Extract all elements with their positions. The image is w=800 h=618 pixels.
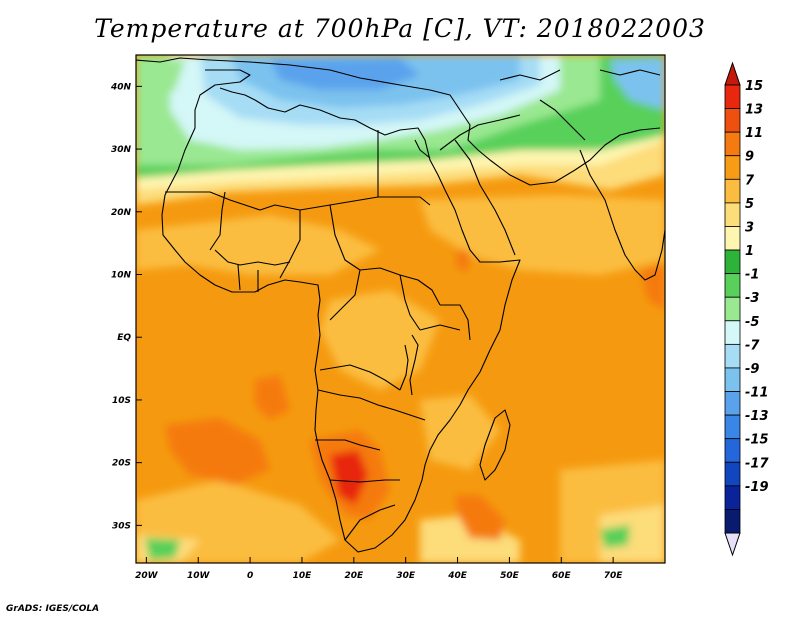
colorbar-swatch [724,226,741,251]
colorbar-label: 11 [745,126,763,141]
lon-tick-label: 70E [604,571,624,581]
colorbar-swatch [724,320,741,345]
colorbar-swatch [724,249,741,275]
colorbar-swatch [724,178,741,204]
colorbar-label: -3 [745,291,759,306]
colorbar-swatch [724,485,741,510]
lon-tick-label: 10E [293,571,313,581]
colorbar-label: 13 [745,103,763,118]
lat-tick-label: 20S [112,459,131,469]
lon-tick-label: 60E [552,571,572,581]
lon-tick-label: 50E [500,571,520,581]
temperature-field [136,55,665,563]
colorbar-swatch [724,461,741,487]
colorbar-label: 9 [745,150,754,165]
lon-tick-label: 20W [135,571,159,581]
lat-tick-label: 40N [110,82,132,92]
lat-tick-label: 10N [111,271,132,281]
colorbar-bottom-arrow [724,532,741,557]
lon-tick-label: 10W [187,571,211,581]
lon-tick-label: 40E [447,571,468,581]
colorbar-label: 7 [745,173,755,188]
colorbar-swatch [724,155,741,180]
colorbar-swatch [724,273,741,298]
colorbar-swatch [724,108,741,133]
colorbar-label: -7 [745,338,760,353]
colorbar-label: 5 [745,197,754,212]
colorbar-label: -1 [745,268,759,283]
lon-tick-label: 30E [396,571,416,581]
colorbar-swatch [724,367,741,392]
colorbar-top-arrow [724,61,741,86]
colorbar-swatch [724,343,741,369]
colorbar: 15 13 11 9 7 5 3 1 -1 -3 -5 -7 -9 -11 -13 -15 -17 -19 [724,61,769,557]
axis-ticks: 20W 10W 0 10E 20E 30E 40E 50E 60E 70E 40N 30N 20N 10N… [110,82,623,581]
lat-tick-label: 10S [112,396,131,406]
grads-credit: GrADS: IGES/COLA [6,604,100,614]
colorbar-label: -15 [745,433,769,448]
colorbar-swatch [724,438,741,463]
colorbar-label: 15 [745,79,763,94]
lat-tick-label: EQ [117,333,131,343]
colorbar-label: 3 [745,220,754,235]
colorbar-swatch [724,131,741,157]
colorbar-swatch [724,296,741,322]
colorbar-label: -11 [745,386,769,401]
colorbar-label: -19 [745,480,769,495]
colorbar-label: 1 [745,244,754,259]
colorbar-swatch [724,202,741,227]
lon-tick-label: 0 [247,571,253,581]
colorbar-label: -17 [745,456,769,471]
colorbar-swatch [724,414,741,440]
colorbar-swatch [724,391,741,416]
lat-tick-label: 30N [111,145,132,155]
colorbar-swatch [724,509,741,534]
coastlines [136,57,665,553]
colorbar-label: -13 [745,409,769,424]
map-frame [135,54,666,564]
lat-tick-label: 30S [112,521,131,531]
colorbar-label: -5 [745,315,759,330]
lat-tick-label: 20N [111,208,132,218]
colorbar-label: -9 [745,362,759,377]
colorbar-swatch [724,84,741,109]
map-title: Temperature at 700hPa [C], VT: 201802200… [94,14,706,43]
lon-tick-label: 20E [344,571,364,581]
